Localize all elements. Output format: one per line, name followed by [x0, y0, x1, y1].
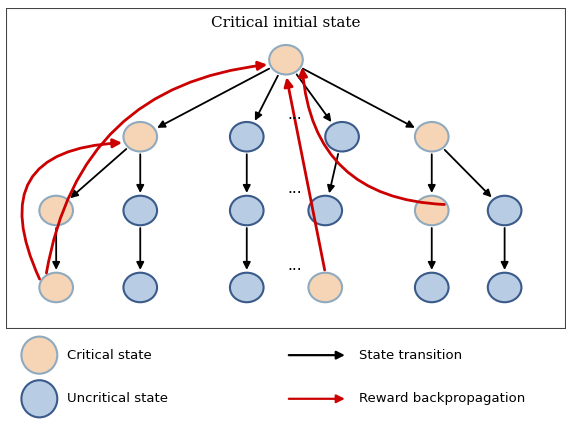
Ellipse shape — [39, 273, 73, 302]
Ellipse shape — [325, 122, 359, 151]
Text: State transition: State transition — [359, 349, 462, 362]
Ellipse shape — [415, 196, 448, 225]
Ellipse shape — [488, 196, 522, 225]
Ellipse shape — [415, 273, 448, 302]
Ellipse shape — [21, 380, 57, 417]
Ellipse shape — [415, 122, 448, 151]
Ellipse shape — [124, 122, 157, 151]
Ellipse shape — [230, 122, 264, 151]
Ellipse shape — [124, 273, 157, 302]
Ellipse shape — [21, 337, 57, 374]
Text: ...: ... — [287, 107, 301, 122]
Ellipse shape — [124, 196, 157, 225]
Text: Uncritical state: Uncritical state — [67, 392, 168, 405]
Ellipse shape — [230, 196, 264, 225]
Text: Reward backpropagation: Reward backpropagation — [359, 392, 525, 405]
Text: Critical state: Critical state — [67, 349, 152, 362]
Ellipse shape — [269, 45, 303, 75]
Ellipse shape — [308, 273, 342, 302]
Text: Critical initial state: Critical initial state — [211, 16, 361, 30]
Ellipse shape — [488, 273, 522, 302]
Text: ...: ... — [287, 181, 301, 195]
Ellipse shape — [230, 273, 264, 302]
Ellipse shape — [308, 196, 342, 225]
Ellipse shape — [39, 196, 73, 225]
Text: ...: ... — [287, 257, 301, 273]
